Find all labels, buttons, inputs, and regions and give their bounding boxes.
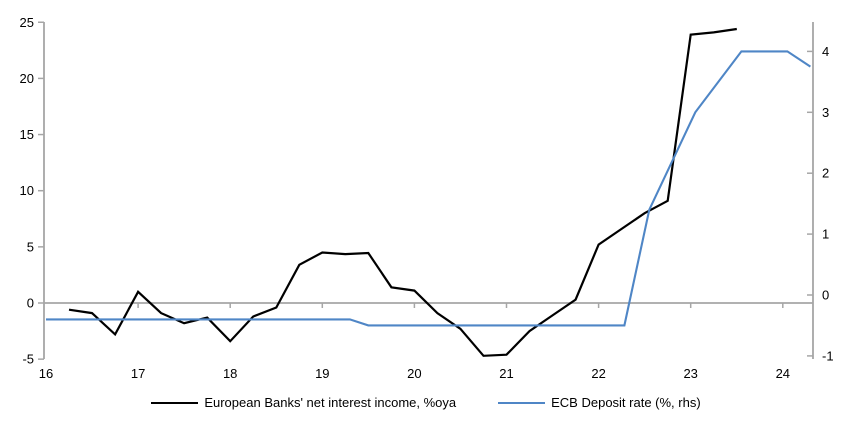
x-axis-tick-label: 21: [499, 366, 513, 381]
x-axis-tick-label: 23: [683, 366, 697, 381]
left-axis-tick-label: 10: [20, 183, 34, 198]
legend-line-sample-black: [151, 401, 199, 404]
left-axis-tick-label: 0: [27, 296, 34, 311]
x-axis-tick-label: 16: [39, 366, 53, 381]
left-axis-tick-label: 20: [20, 71, 34, 86]
left-axis-tick-label: -5: [22, 352, 34, 367]
x-axis-tick-label: 22: [591, 366, 605, 381]
right-axis-tick-label: -1: [822, 348, 834, 363]
right-axis-tick-label: 0: [822, 288, 829, 303]
series-line-ecb-deposit-rate: [46, 50, 811, 327]
legend-item-ecb-deposit-rate: ECB Deposit rate (%, rhs): [498, 395, 701, 410]
legend-line-sample-blue: [498, 401, 546, 404]
x-axis-tick-label: 20: [407, 366, 421, 381]
x-axis-tick-label: 19: [315, 366, 329, 381]
right-axis-tick-label: 2: [822, 166, 829, 181]
left-axis-tick-label: 15: [20, 127, 34, 142]
series-line-net-interest-income: [68, 27, 737, 357]
right-axis-tick-label: 4: [822, 44, 829, 59]
legend-label-net-interest-income: European Banks' net interest income, %oy…: [204, 395, 457, 410]
left-axis-tick-label: 5: [27, 239, 34, 254]
legend-item-net-interest-income: European Banks' net interest income, %oy…: [151, 395, 456, 410]
right-axis-tick-label: 3: [822, 105, 829, 120]
x-axis-tick-label: 24: [776, 366, 790, 381]
chart-legend: European Banks' net interest income, %oy…: [0, 395, 852, 410]
x-axis-tick-label: 17: [131, 366, 145, 381]
right-axis-tick-label: 1: [822, 227, 829, 242]
left-axis-tick-label: 25: [20, 15, 34, 30]
legend-label-ecb-deposit-rate: ECB Deposit rate (%, rhs): [551, 395, 701, 410]
x-axis-tick-label: 18: [223, 366, 237, 381]
